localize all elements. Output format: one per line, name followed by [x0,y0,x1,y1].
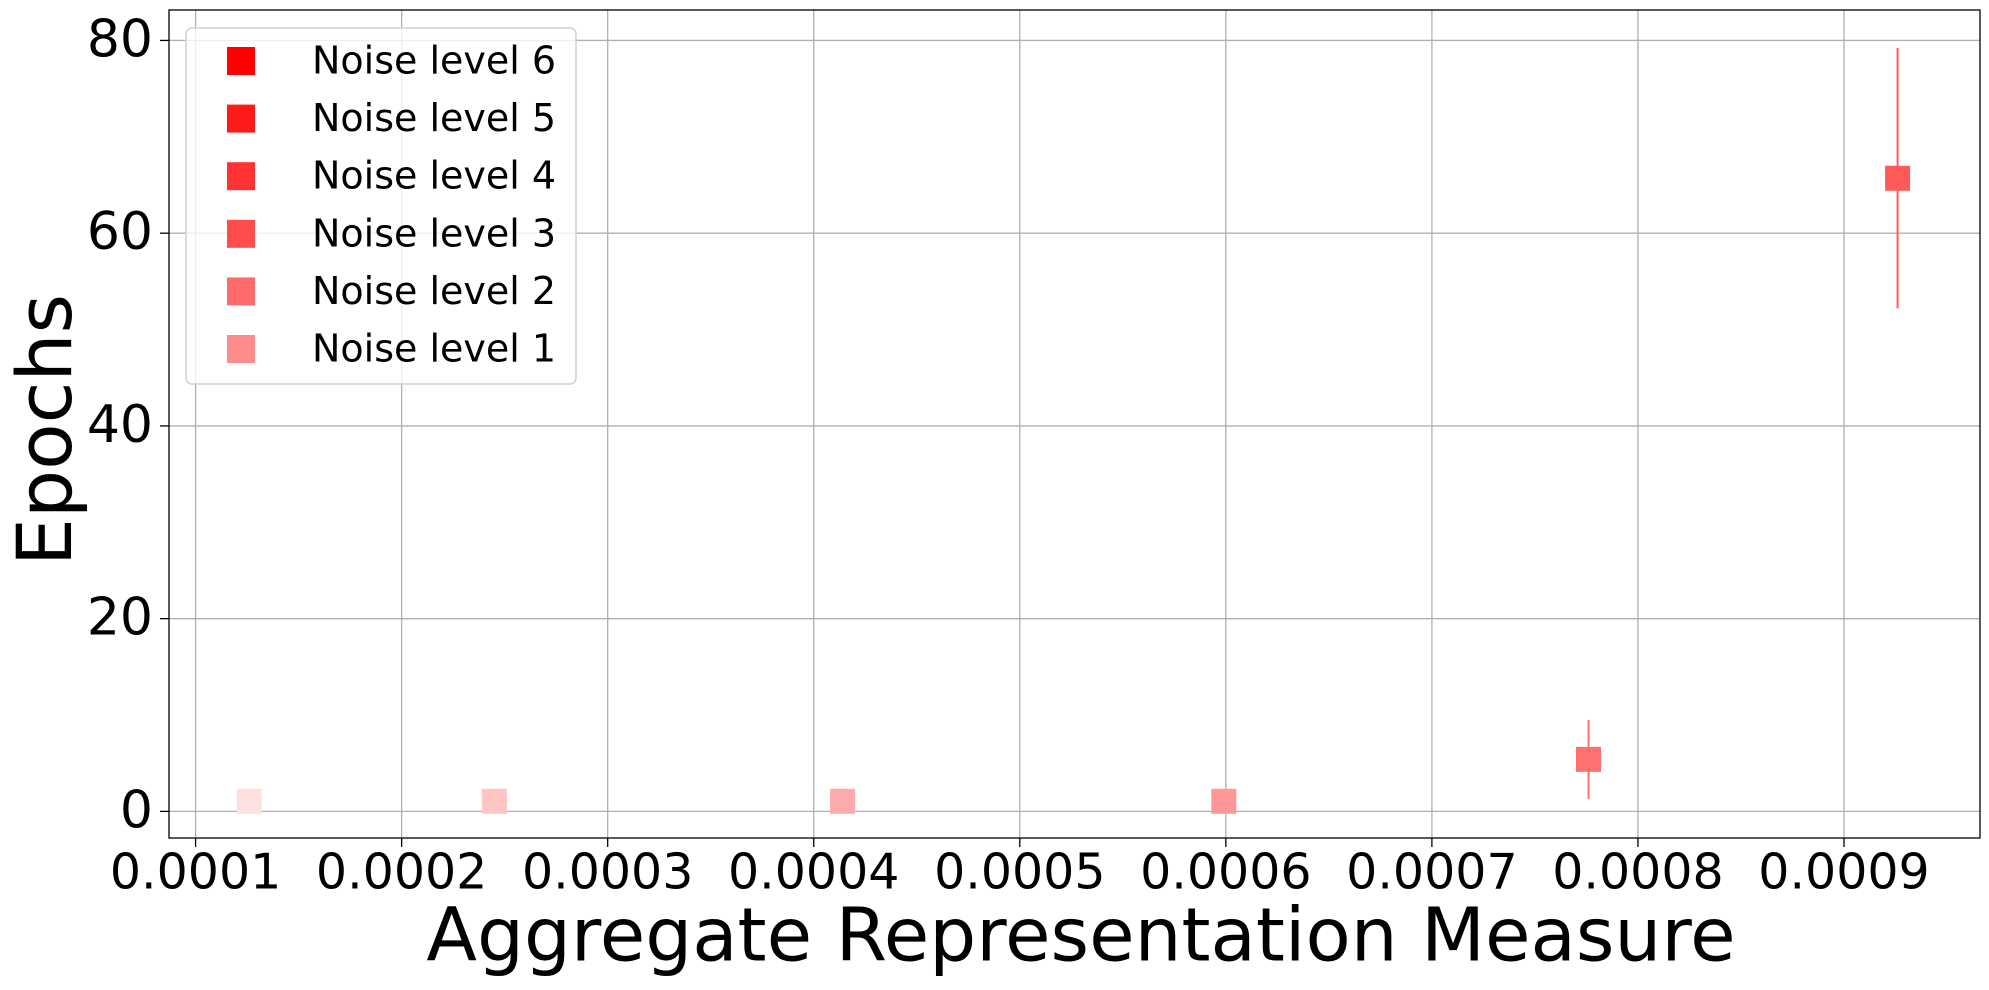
point [1211,788,1237,814]
legend-box [185,27,577,385]
y-tick-label: 60 [87,202,153,262]
x-tick-label: 0.0004 [728,844,899,901]
legend-swatch [227,335,255,363]
y-tick-label: 0 [120,780,153,840]
legend-label: Noise level 5 [312,96,556,140]
legend-swatch [227,219,255,248]
x-tick-label: 0.0002 [316,844,487,901]
legend-label: Noise level 4 [312,154,556,198]
legend-swatch [227,277,255,306]
point [481,788,507,814]
legend-label: Noise level 1 [312,327,556,371]
y-tick-label: 80 [87,9,153,69]
legend-swatch [227,104,255,133]
y-tick-label: 40 [87,395,153,455]
x-tick-label: 0.0001 [110,844,281,901]
y-axis-label: Epochs [0,294,89,566]
x-axis-label: Aggregate Representation Measure [426,893,1735,979]
x-tick-label: 0.0006 [1140,844,1311,901]
x-tick-label: 0.0009 [1758,844,1929,901]
x-tick-label: 0.0003 [522,844,693,901]
legend: Noise level 6 Noise level 5 Noise level 4 N… [185,27,577,385]
x-tick-label: 0.0007 [1346,844,1517,901]
legend-label: Noise level 6 [312,39,556,83]
x-tick-label: 0.0005 [934,844,1105,901]
legend-swatch [227,162,255,191]
legend-label: Noise level 2 [312,269,556,313]
plot-frame [168,9,1981,839]
point [236,788,262,814]
point [1885,165,1911,191]
legend-swatch [227,47,255,75]
point [830,788,856,814]
x-tick-label: 0.0008 [1552,844,1723,901]
legend-label: Noise level 3 [312,211,556,255]
point [1575,746,1601,772]
y-tick-label: 20 [87,588,153,648]
